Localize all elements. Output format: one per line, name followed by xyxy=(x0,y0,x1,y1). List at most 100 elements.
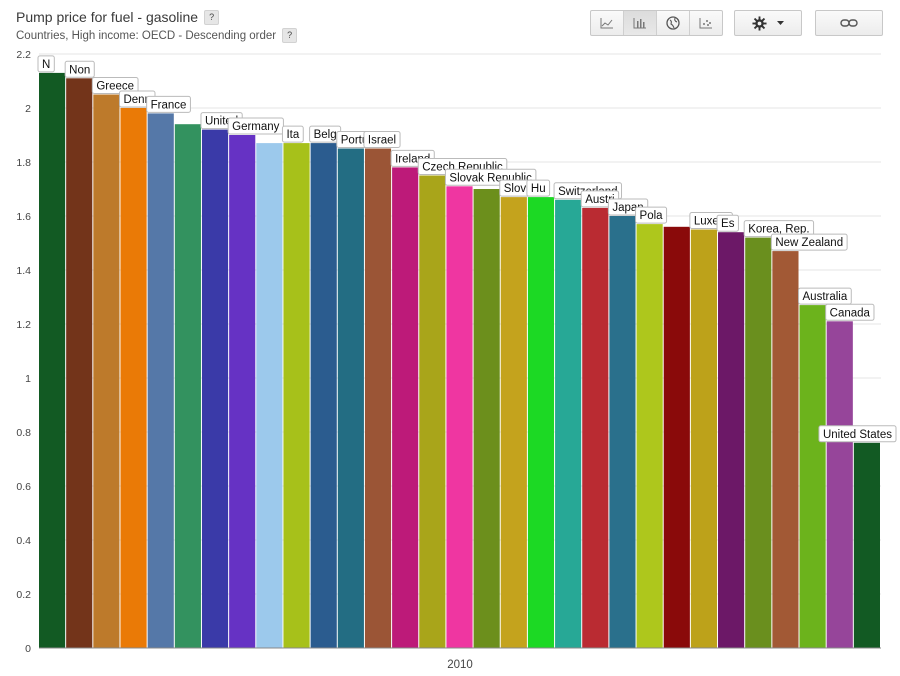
data-label-text: Portu xyxy=(341,135,369,147)
bar[interactable] xyxy=(446,186,473,649)
bar[interactable] xyxy=(555,199,582,649)
bar[interactable] xyxy=(609,216,636,648)
data-label-text: Es xyxy=(721,218,735,230)
chart-type-toolbar xyxy=(590,10,723,36)
y-tick-label: 0.6 xyxy=(16,481,31,493)
data-label-box xyxy=(798,287,852,305)
data-label: United States xyxy=(818,425,897,443)
chart-title-text: Pump price for fuel - gasoline xyxy=(16,9,199,25)
chart-subtitle: Countries, High income: OECD - Descendin… xyxy=(16,28,298,43)
x-axis-label: 2010 xyxy=(447,659,473,671)
data-label: Ita xyxy=(281,125,304,143)
data-label: New Zealand xyxy=(770,233,848,251)
data-label-text: Belg xyxy=(314,129,337,141)
data-label-text: Denn xyxy=(123,94,151,106)
bar[interactable] xyxy=(174,124,201,648)
data-label-box xyxy=(281,125,304,143)
data-label-box xyxy=(825,303,875,321)
bar[interactable] xyxy=(310,143,337,648)
y-tick-label: 0.4 xyxy=(16,535,31,547)
data-label-text: Germany xyxy=(232,121,280,133)
y-tick-label: 0.8 xyxy=(16,427,31,439)
data-label-text: Slov xyxy=(504,183,527,195)
data-label-text: Australia xyxy=(803,291,848,303)
line-chart-button[interactable] xyxy=(591,11,624,35)
data-label-text: Pola xyxy=(640,210,664,222)
data-label: Belg xyxy=(309,125,342,143)
bar[interactable] xyxy=(256,143,283,648)
y-tick-label: 1 xyxy=(25,373,31,385)
bar[interactable] xyxy=(745,237,772,648)
data-label-text: Austri xyxy=(585,194,614,206)
bar[interactable] xyxy=(39,72,66,648)
y-tick-label: 1.2 xyxy=(16,319,31,331)
bar[interactable] xyxy=(853,442,880,648)
bar[interactable] xyxy=(120,108,147,648)
bar[interactable] xyxy=(636,224,663,648)
data-label-text: Greece xyxy=(96,81,134,93)
chart-subtitle-text: Countries, High income: OECD - Descendin… xyxy=(16,29,277,42)
settings-button[interactable] xyxy=(734,10,802,36)
data-label: Es xyxy=(716,214,739,232)
globe-icon xyxy=(666,16,680,30)
y-tick-label: 1.4 xyxy=(16,265,31,277)
y-tick-label: 2 xyxy=(25,103,31,115)
y-tick-label: 0 xyxy=(25,643,31,655)
data-label: Pola xyxy=(635,206,668,224)
data-label-box xyxy=(716,214,739,232)
subtitle-help-button[interactable]: ? xyxy=(282,28,298,43)
title-help-button[interactable]: ? xyxy=(204,9,220,25)
data-label-text: Israel xyxy=(368,135,396,147)
scatter-chart-icon xyxy=(699,18,712,29)
bar[interactable] xyxy=(500,197,527,648)
scatter-chart-button[interactable] xyxy=(690,11,722,35)
bar[interactable] xyxy=(337,148,364,649)
chart-title: Pump price for fuel - gasoline ? xyxy=(16,9,220,25)
bar[interactable] xyxy=(582,207,609,648)
y-tick-label: 2.2 xyxy=(16,49,31,61)
data-label-text: Canada xyxy=(830,307,871,319)
bar[interactable] xyxy=(419,175,446,649)
bar-chart-button[interactable] xyxy=(624,11,657,35)
bar[interactable] xyxy=(229,135,256,648)
bar[interactable] xyxy=(799,305,826,648)
bar[interactable] xyxy=(93,94,120,649)
data-label-box xyxy=(770,233,848,251)
bar[interactable] xyxy=(663,226,690,649)
bar[interactable] xyxy=(718,232,745,648)
y-tick-label: 0.2 xyxy=(16,589,31,601)
data-label-text: Hu xyxy=(531,183,546,195)
map-button[interactable] xyxy=(657,11,690,35)
data-label: Greece xyxy=(91,77,139,94)
bar[interactable] xyxy=(66,78,93,649)
gear-icon xyxy=(752,15,767,31)
data-label: N xyxy=(37,55,55,73)
data-label-box xyxy=(818,425,897,443)
bar[interactable] xyxy=(147,113,174,648)
bar[interactable] xyxy=(690,229,718,649)
data-label-text: N xyxy=(42,59,50,71)
bar[interactable] xyxy=(392,167,419,648)
data-label-box xyxy=(526,179,551,197)
bar[interactable] xyxy=(201,129,229,649)
data-label-text: Non xyxy=(69,64,90,76)
data-label-box xyxy=(363,131,401,148)
data-label: Israel xyxy=(363,131,401,148)
bar-series xyxy=(39,72,880,649)
chevron-down-icon xyxy=(777,20,784,25)
bar[interactable] xyxy=(527,197,555,648)
data-label-text: New Zealand xyxy=(775,237,843,249)
link-icon xyxy=(840,19,858,27)
bar[interactable] xyxy=(473,189,500,648)
y-tick-label: 1.8 xyxy=(16,157,31,169)
bar[interactable] xyxy=(283,143,310,648)
data-label: Non xyxy=(64,60,95,78)
bar[interactable] xyxy=(772,251,799,648)
share-link-button[interactable] xyxy=(815,10,883,36)
bar[interactable] xyxy=(826,321,853,648)
data-label-box xyxy=(37,55,55,73)
bar[interactable] xyxy=(364,148,392,649)
data-label-text: Korea, Rep. xyxy=(748,224,809,236)
